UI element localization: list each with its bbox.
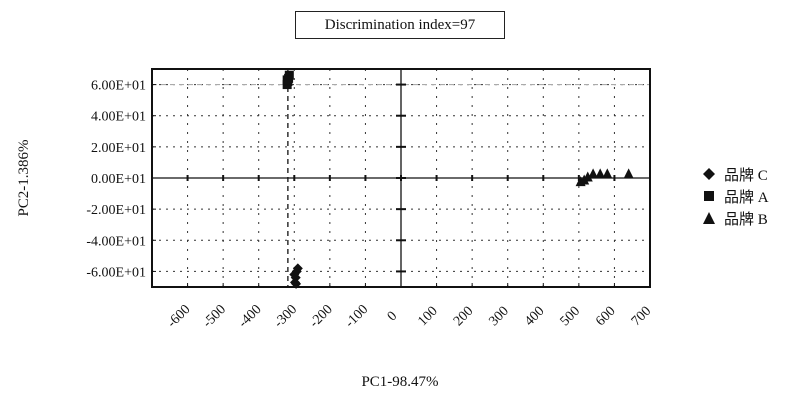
data-point-diamond (292, 263, 303, 274)
y-tick-label: 6.00E+01 (91, 79, 146, 94)
data-point-triangle (595, 168, 606, 179)
data-point-triangle (602, 168, 613, 179)
data-point-square (284, 70, 294, 80)
x-tick-label: 200 (451, 304, 476, 329)
x-tick-label: 300 (487, 304, 512, 329)
x-tick-label: 0 (385, 309, 401, 325)
x-tick-label: -400 (236, 302, 265, 331)
square-marker-icon (704, 191, 714, 201)
legend-label: 品牌 B (724, 211, 768, 228)
data-point-diamond (291, 278, 302, 289)
y-tick-label: -4.00E+01 (86, 234, 146, 249)
x-axis-label: PC1-98.47% (361, 374, 438, 390)
data-point-triangle (623, 168, 634, 179)
x-tick-label: -500 (200, 302, 229, 331)
x-tick-label: 100 (415, 304, 440, 329)
y-tick-label: 2.00E+01 (91, 141, 146, 156)
legend: 品牌 C 品牌 A 品牌 B (703, 163, 769, 229)
y-tick-label: -2.00E+01 (86, 203, 146, 218)
legend-item-a: 品牌 A (703, 185, 769, 207)
legend-item-b: 品牌 B (703, 207, 769, 229)
y-axis-label: PC2-1.386% (16, 139, 32, 216)
y-tick-label: 0.00E+01 (91, 172, 146, 187)
y-tick-label: 4.00E+01 (91, 110, 146, 125)
x-tick-label: 400 (522, 304, 547, 329)
legend-label: 品牌 A (724, 189, 769, 206)
y-tick-label: -6.00E+01 (86, 265, 146, 280)
data-point-triangle (582, 171, 593, 182)
x-tick-label: 700 (629, 304, 654, 329)
diamond-marker-icon (703, 168, 715, 180)
x-tick-label: 500 (558, 304, 583, 329)
legend-label: 品牌 C (724, 167, 768, 184)
x-tick-label: -100 (343, 302, 372, 331)
x-tick-label: 600 (593, 304, 618, 329)
x-tick-label: -600 (165, 302, 194, 331)
legend-item-c: 品牌 C (703, 163, 769, 185)
data-point-square (282, 75, 292, 85)
data-point-triangle (588, 168, 599, 179)
x-tick-label: -200 (307, 302, 336, 331)
x-tick-label: -300 (271, 302, 300, 331)
chart-title: Discrimination index=97 (295, 11, 505, 39)
triangle-marker-icon (703, 212, 715, 224)
